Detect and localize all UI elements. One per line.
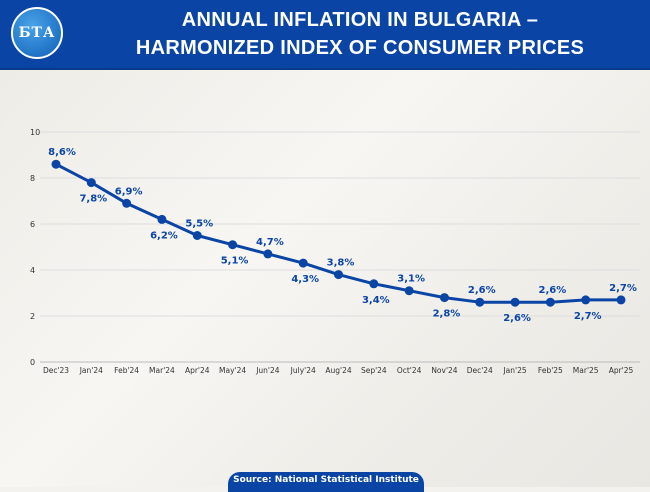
logo-text: БТА xyxy=(18,25,56,41)
x-tick-label: Feb'25 xyxy=(538,366,563,375)
data-label: 2,7% xyxy=(609,283,637,294)
data-label: 3,8% xyxy=(327,258,355,269)
data-label: 5,1% xyxy=(221,256,249,267)
data-point xyxy=(369,279,379,289)
x-tick-label: Aug'24 xyxy=(325,366,351,375)
title-line-1: ANNUAL INFLATION IN BULGARIA – xyxy=(181,9,539,31)
data-point xyxy=(545,297,555,307)
data-point xyxy=(510,297,520,307)
x-tick-label: Jan'25 xyxy=(502,366,526,375)
data-label: 2,6% xyxy=(468,285,496,296)
x-tick-label: May'24 xyxy=(219,366,246,375)
euro-banknotes-background xyxy=(0,68,650,487)
x-tick-label: Jan'24 xyxy=(79,366,103,375)
data-point xyxy=(616,295,626,305)
data-point xyxy=(475,297,485,307)
x-tick-label: Dec'24 xyxy=(467,366,493,375)
data-point xyxy=(334,270,343,280)
data-point xyxy=(228,240,238,250)
data-point xyxy=(439,293,449,303)
data-point xyxy=(581,295,591,305)
page-title: ANNUAL INFLATION IN BULGARIA – HARMONIZE… xyxy=(70,6,650,62)
x-tick-label: Feb'24 xyxy=(114,366,139,375)
data-point xyxy=(263,249,273,259)
data-label: 4,7% xyxy=(256,237,284,248)
source-note: Source: National Statistical Institute xyxy=(228,472,424,492)
data-point xyxy=(404,286,414,296)
y-tick-label: 2 xyxy=(30,312,35,321)
bta-logo: БТА xyxy=(11,7,63,59)
x-tick-label: Dec'23 xyxy=(43,366,69,375)
data-label: 2,6% xyxy=(539,285,567,296)
title-line-2: HARMONIZED INDEX OF CONSUMER PRICES xyxy=(135,37,585,59)
data-label: 3,1% xyxy=(397,274,425,285)
data-label: 7,8% xyxy=(79,194,107,205)
x-tick-label: Jun'24 xyxy=(255,366,280,375)
data-label: 2,7% xyxy=(574,311,602,322)
y-tick-label: 0 xyxy=(30,358,35,367)
x-tick-label: Nov'24 xyxy=(431,366,457,375)
x-tick-label: July'24 xyxy=(290,366,316,375)
data-label: 2,6% xyxy=(503,313,531,324)
data-label: 6,9% xyxy=(115,186,143,197)
data-label: 2,8% xyxy=(433,309,461,320)
x-tick-label: Apr'25 xyxy=(609,366,634,375)
header: БТА ANNUAL INFLATION IN BULGARIA – HARMO… xyxy=(0,0,650,70)
series-line xyxy=(55,162,621,304)
x-tick-label: Oct'24 xyxy=(397,366,422,375)
x-tick-label: Mar'24 xyxy=(149,366,175,375)
data-point xyxy=(192,231,202,240)
data-label: 4,3% xyxy=(291,274,319,285)
data-point xyxy=(157,214,167,224)
data-label: 6,2% xyxy=(150,230,178,241)
x-tick-label: Sep'24 xyxy=(361,366,387,375)
data-label: 8,6% xyxy=(48,147,76,158)
data-label: 3,4% xyxy=(362,295,390,306)
y-tick-label: 4 xyxy=(30,266,35,275)
y-tick-label: 10 xyxy=(30,128,40,137)
y-tick-label: 6 xyxy=(30,220,35,229)
x-tick-label: Apr'24 xyxy=(185,366,210,375)
data-label: 5,5% xyxy=(185,219,213,230)
data-point xyxy=(298,258,308,268)
data-point xyxy=(51,159,61,169)
x-tick-label: Mar'25 xyxy=(573,366,599,375)
data-point xyxy=(122,198,132,208)
data-point xyxy=(86,178,96,188)
y-tick-label: 8 xyxy=(30,174,35,183)
